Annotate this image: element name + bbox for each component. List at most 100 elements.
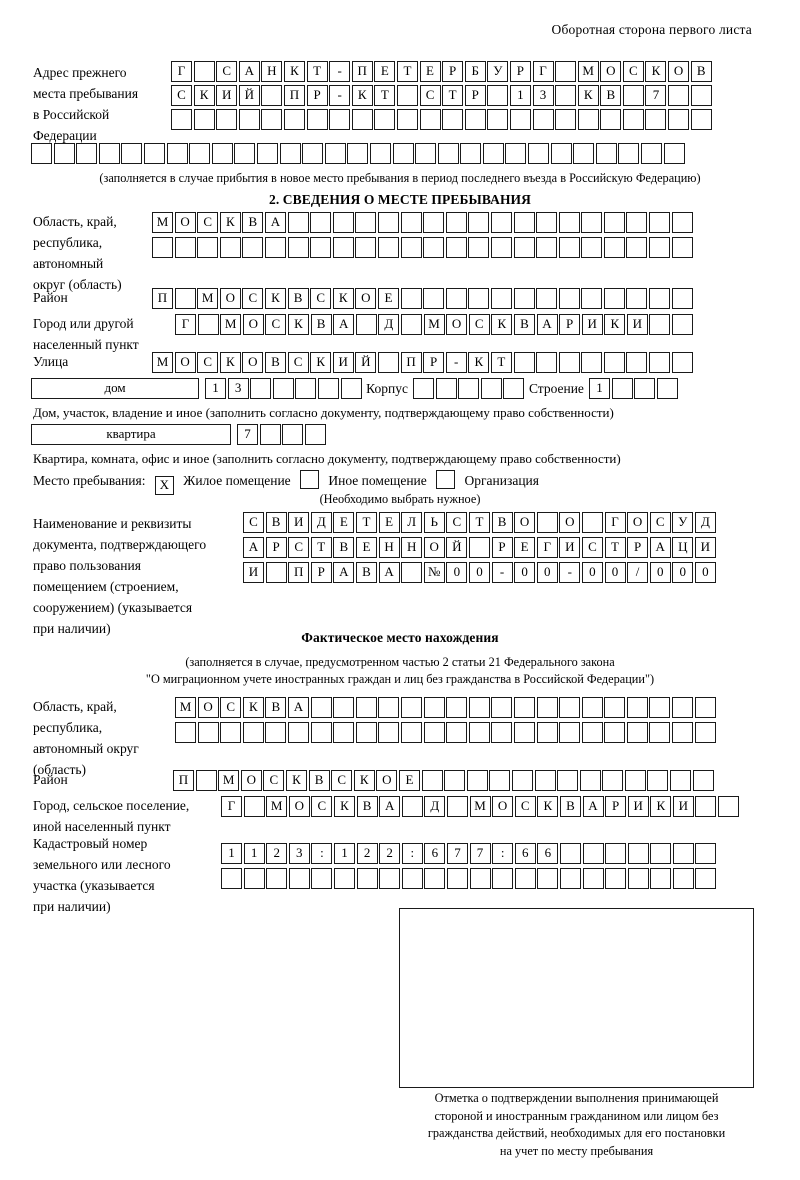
document-r3-cell-9[interactable]: 0 <box>446 562 468 583</box>
prev-addr-r3-cell-21[interactable] <box>645 109 667 130</box>
cadastral-r2-cell-11[interactable] <box>469 868 491 889</box>
al-district-cell-1[interactable] <box>195 770 217 791</box>
s2-street-cell-10[interactable] <box>377 352 399 373</box>
document-r3-cell-16[interactable]: 0 <box>604 562 626 583</box>
al-district-cell-2[interactable]: М <box>218 770 240 791</box>
s2-region-r2-cell-18[interactable] <box>558 237 580 258</box>
s2-region-r2-cell-8[interactable] <box>332 237 354 258</box>
document-r1-cell-18[interactable]: С <box>649 512 671 533</box>
document-r3-cell-11[interactable]: - <box>491 562 513 583</box>
cadastral-r1-cell-7[interactable]: 2 <box>379 843 401 864</box>
s2-district-cell-21[interactable] <box>626 288 648 309</box>
al-region-r2-cell-6[interactable] <box>310 722 332 743</box>
document-r2-cell-0[interactable]: А <box>243 537 264 558</box>
prev-addr-r4-cell-22[interactable] <box>528 143 550 164</box>
korpus-cell-2[interactable] <box>458 378 480 399</box>
al-district-cell-0[interactable]: П <box>173 770 194 791</box>
s2-region-r1-cell-14[interactable] <box>468 212 490 233</box>
document-r3-cell-6[interactable]: А <box>378 562 400 583</box>
document-r1-cell-16[interactable]: Г <box>604 512 626 533</box>
al-region-r1-cell-21[interactable] <box>649 697 671 718</box>
al-city-cell-2[interactable]: М <box>266 796 288 817</box>
s2-street-cell-21[interactable] <box>626 352 648 373</box>
prev-addr-r3-cell-7[interactable] <box>329 109 351 130</box>
prev-addr-r3-cell-5[interactable] <box>283 109 305 130</box>
al-region-r2-cell-1[interactable] <box>197 722 219 743</box>
s2-street-cell-6[interactable]: С <box>287 352 309 373</box>
al-district-cell-13[interactable] <box>466 770 488 791</box>
al-region-r1-cell-15[interactable] <box>513 697 535 718</box>
cadastral-r1-cell-13[interactable]: 6 <box>514 843 536 864</box>
s2-region-r1-cell-19[interactable] <box>581 212 603 233</box>
al-region-r2-cell-0[interactable] <box>175 722 196 743</box>
document-r2-cell-12[interactable]: Е <box>514 537 536 558</box>
prev-addr-r1-cell-15[interactable]: Р <box>509 61 531 82</box>
al-region-r2-cell-4[interactable] <box>265 722 287 743</box>
s2-region-r1-cell-5[interactable]: А <box>264 212 286 233</box>
al-region-r1-cell-16[interactable] <box>536 697 558 718</box>
s2-region-r1-cell-21[interactable] <box>626 212 648 233</box>
s2-city-cell-0[interactable]: Г <box>175 314 196 335</box>
document-r3-cell-7[interactable] <box>401 562 423 583</box>
prev-addr-r2-cell-19[interactable]: В <box>600 85 622 106</box>
prev-addr-r2-cell-3[interactable]: Й <box>238 85 260 106</box>
prev-addr-r2-cell-7[interactable]: - <box>329 85 351 106</box>
s2-region-r2-cell-20[interactable] <box>603 237 625 258</box>
cadastral-r1-cell-12[interactable]: : <box>492 843 514 864</box>
al-region-r1-cell-14[interactable] <box>491 697 513 718</box>
al-district-cell-9[interactable]: О <box>376 770 398 791</box>
s2-city-cell-9[interactable]: Д <box>378 314 400 335</box>
al-district-cell-18[interactable] <box>579 770 601 791</box>
flat-row[interactable]: квартира 7 <box>31 424 327 445</box>
s2-street-cell-2[interactable]: С <box>197 352 219 373</box>
document-r1-cell-9[interactable]: С <box>446 512 468 533</box>
prev-addr-r1-cell-23[interactable]: В <box>690 61 712 82</box>
s2-city-cell-22[interactable] <box>672 314 694 335</box>
al-district-cell-20[interactable] <box>624 770 646 791</box>
s2-region-r1-cell-12[interactable] <box>423 212 445 233</box>
al-district-cell-17[interactable] <box>557 770 579 791</box>
document-r3-cell-1[interactable] <box>265 562 287 583</box>
al-district-cell-22[interactable] <box>670 770 692 791</box>
flat-cells[interactable]: 7 <box>237 424 327 445</box>
al-region-r2-cell-23[interactable] <box>694 722 716 743</box>
s2-street-cell-20[interactable] <box>603 352 625 373</box>
document-r1-cell-15[interactable] <box>581 512 603 533</box>
prev-addr-r2-cell-22[interactable] <box>668 85 690 106</box>
korpus-cells[interactable] <box>412 378 526 399</box>
prev-addr-r3-cell-19[interactable] <box>600 109 622 130</box>
prev-addr-r3-cell-11[interactable] <box>419 109 441 130</box>
s2-region-r1-cell-6[interactable] <box>287 212 309 233</box>
prev-addr-r1-cell-0[interactable]: Г <box>171 61 192 82</box>
cadastral-r2-cell-21[interactable] <box>695 868 717 889</box>
prev-addr-r3-cell-12[interactable] <box>442 109 464 130</box>
document-r3-cell-5[interactable]: В <box>355 562 377 583</box>
prev-addr-r2-cell-1[interactable]: К <box>193 85 215 106</box>
document-r2-cell-20[interactable]: И <box>694 537 716 558</box>
al-region-r1-cell-22[interactable] <box>672 697 694 718</box>
s2-region-r2-cell-5[interactable] <box>264 237 286 258</box>
s2-city-cell-4[interactable]: С <box>265 314 287 335</box>
prev-addr-r4-cell-1[interactable] <box>53 143 75 164</box>
flat-cell-2[interactable] <box>282 424 304 445</box>
stamp-box[interactable] <box>399 908 754 1088</box>
document-r1-cell-5[interactable]: Т <box>355 512 377 533</box>
s2-region-r1-cell-7[interactable] <box>310 212 332 233</box>
prev-addr-r1-cell-8[interactable]: П <box>351 61 373 82</box>
al-district-cell-3[interactable]: О <box>240 770 262 791</box>
al-region-r1-cell-8[interactable] <box>355 697 377 718</box>
s2-district-cell-8[interactable]: К <box>332 288 354 309</box>
prev-addr-r4-cell-8[interactable] <box>211 143 233 164</box>
s2-street-cell-8[interactable]: И <box>332 352 354 373</box>
cadastral-r1-cell-9[interactable]: 6 <box>424 843 446 864</box>
document-r1-cell-14[interactable]: О <box>559 512 581 533</box>
cadastral-r1-cell-1[interactable]: 1 <box>243 843 265 864</box>
stroenie-cells[interactable]: 1 <box>588 378 679 399</box>
document-r1-cell-19[interactable]: У <box>672 512 694 533</box>
s2-street-cell-3[interactable]: К <box>219 352 241 373</box>
al-district-cell-16[interactable] <box>534 770 556 791</box>
prev-addr-r4-cell-24[interactable] <box>573 143 595 164</box>
cadastral-r2-cell-18[interactable] <box>627 868 649 889</box>
prev-addr-r4-cell-27[interactable] <box>641 143 663 164</box>
